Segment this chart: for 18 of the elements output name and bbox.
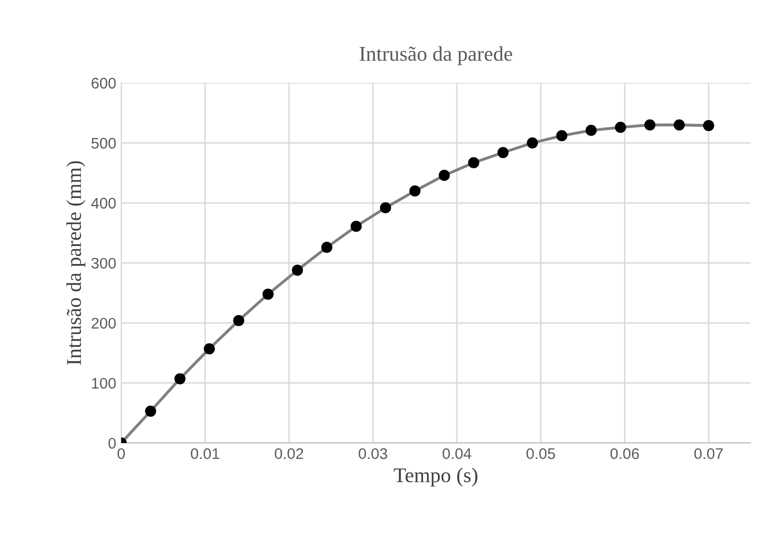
chart-title: Intrusão da parede xyxy=(360,46,512,66)
x-tick-label: 0.07 xyxy=(694,448,723,460)
x-tick-label: 0.01 xyxy=(190,448,220,460)
x-tick-label: 0 xyxy=(118,448,125,460)
y-tick-label: 600 xyxy=(92,78,116,89)
x-tick-label: 0.03 xyxy=(358,448,388,460)
y-tick-label: 200 xyxy=(92,318,116,329)
y-tick-label: 100 xyxy=(92,378,116,389)
y-tick-label: 400 xyxy=(91,198,116,209)
y-tick-label: 300 xyxy=(91,258,116,269)
y-axis-title: Intrusão da parede (mm) xyxy=(66,161,86,365)
x-tick-label: 0.05 xyxy=(526,448,556,460)
x-tick-label: 0.04 xyxy=(442,448,472,460)
x-tick-label: 0.06 xyxy=(610,448,639,460)
x-axis-title: Tempo (s) xyxy=(394,468,478,487)
y-tick-label: 0 xyxy=(108,438,116,449)
x-tick-label: 0.02 xyxy=(274,448,304,460)
y-tick-label: 500 xyxy=(91,138,116,149)
